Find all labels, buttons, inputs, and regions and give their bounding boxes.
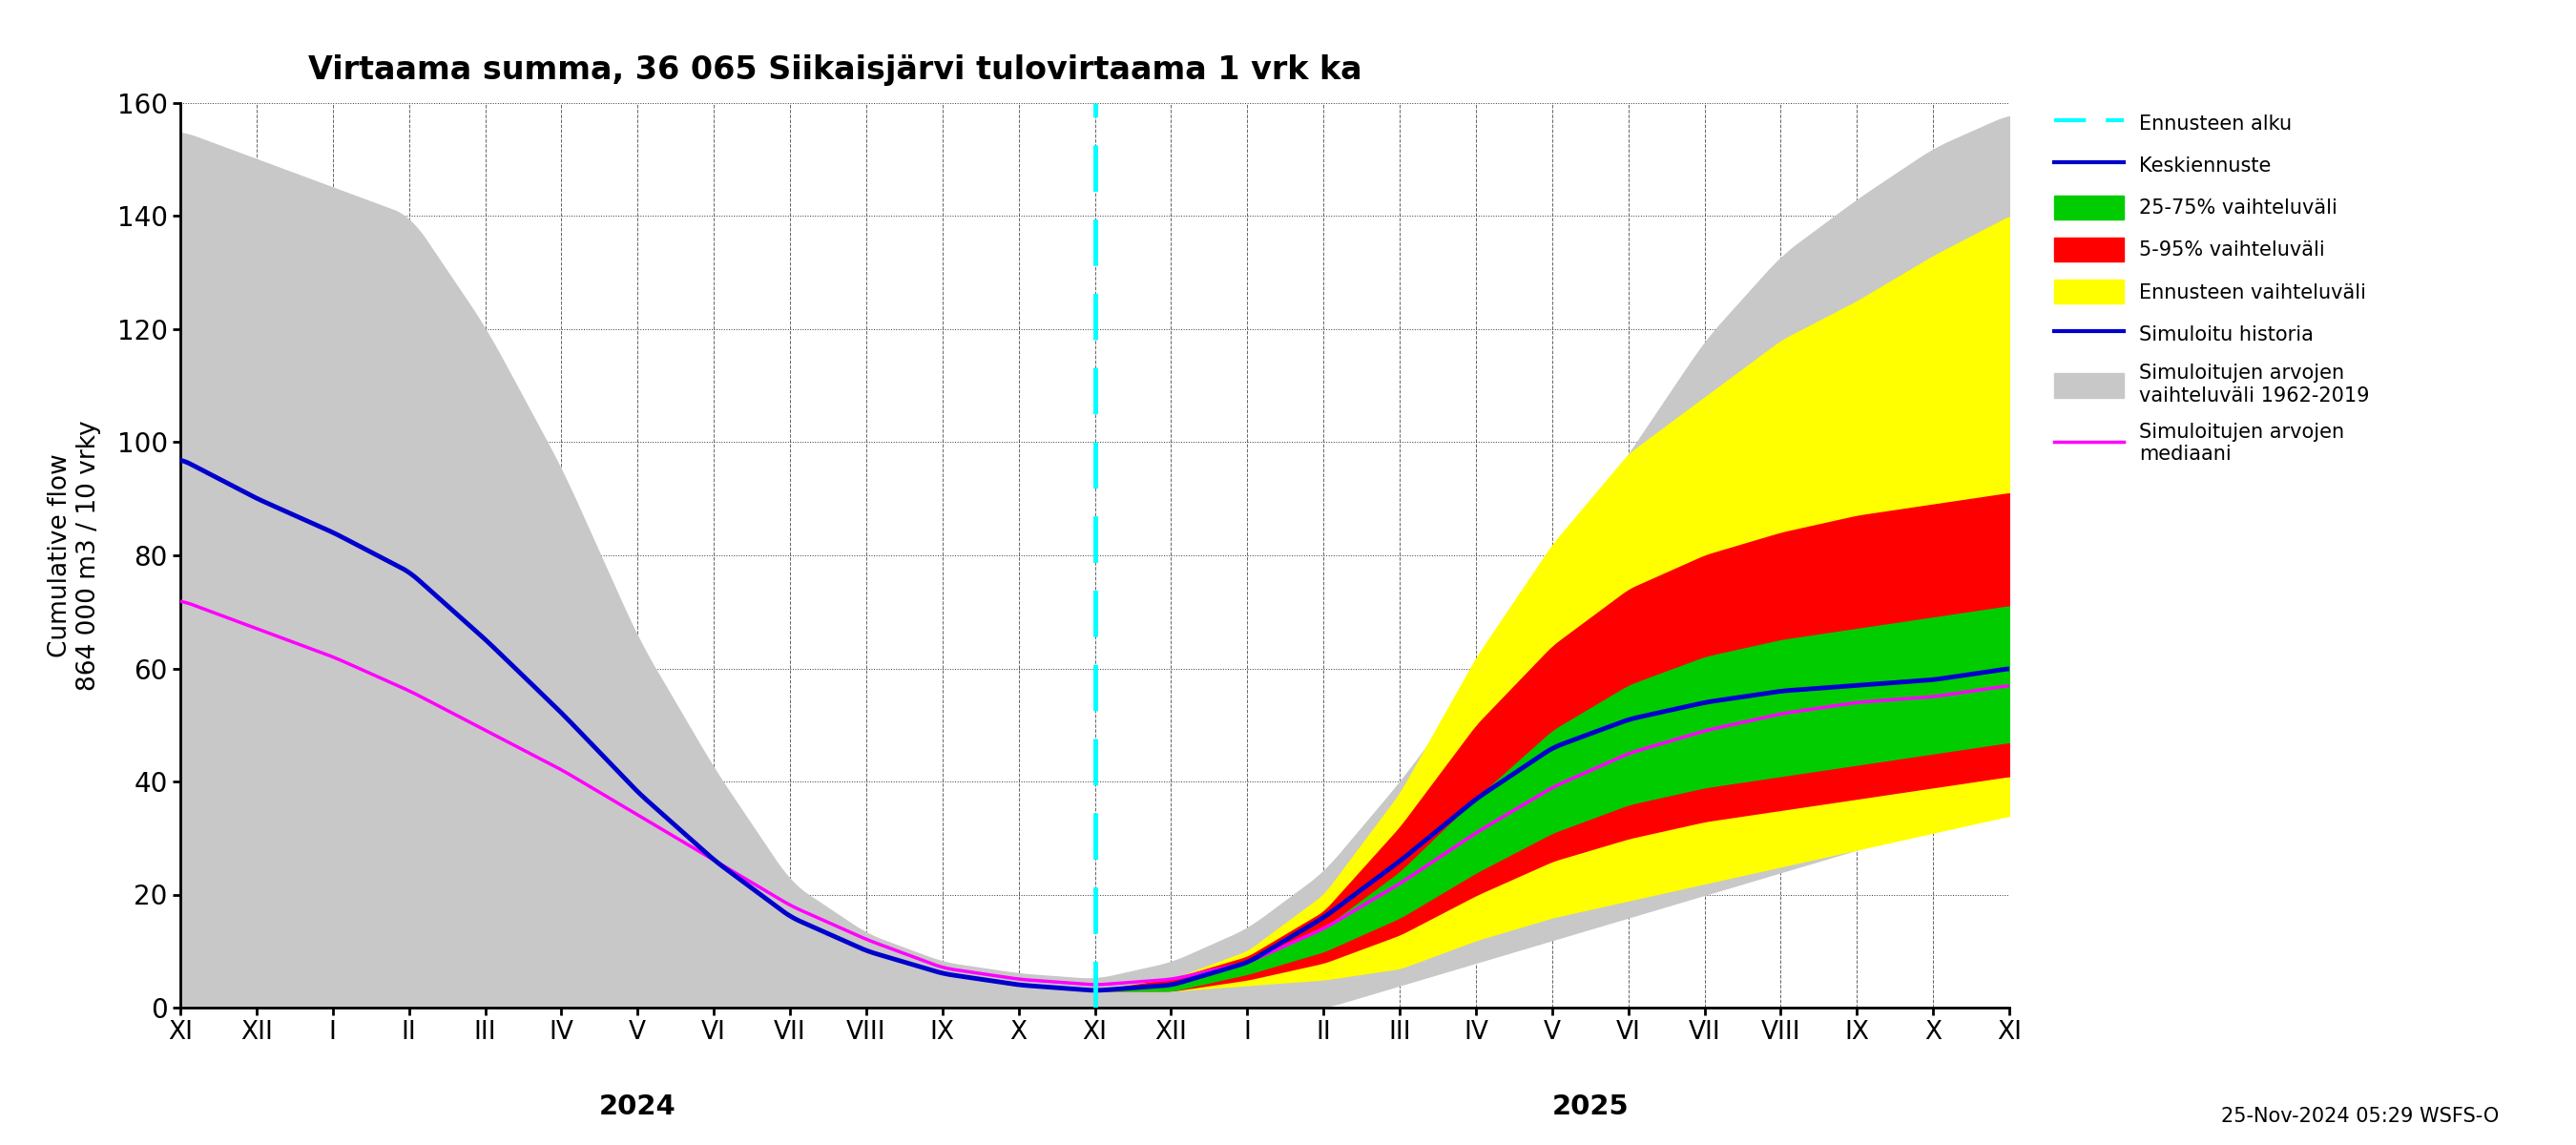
Legend: Ennusteen alku, Keskiennuste, 25-75% vaihteluväli, 5-95% vaihteluväli, Ennusteen: Ennusteen alku, Keskiennuste, 25-75% vai…: [2045, 103, 2378, 472]
Text: 2025: 2025: [1551, 1093, 1628, 1120]
Text: 25-Nov-2024 05:29 WSFS-O: 25-Nov-2024 05:29 WSFS-O: [2221, 1107, 2499, 1126]
Text: 2024: 2024: [600, 1093, 675, 1120]
Text: Virtaama summa, 36 065 Siikaisjärvi tulovirtaama 1 vrk ka: Virtaama summa, 36 065 Siikaisjärvi tulo…: [309, 54, 1363, 86]
Y-axis label: Cumulative flow
864 000 m3 / 10 vrky: Cumulative flow 864 000 m3 / 10 vrky: [49, 420, 100, 690]
